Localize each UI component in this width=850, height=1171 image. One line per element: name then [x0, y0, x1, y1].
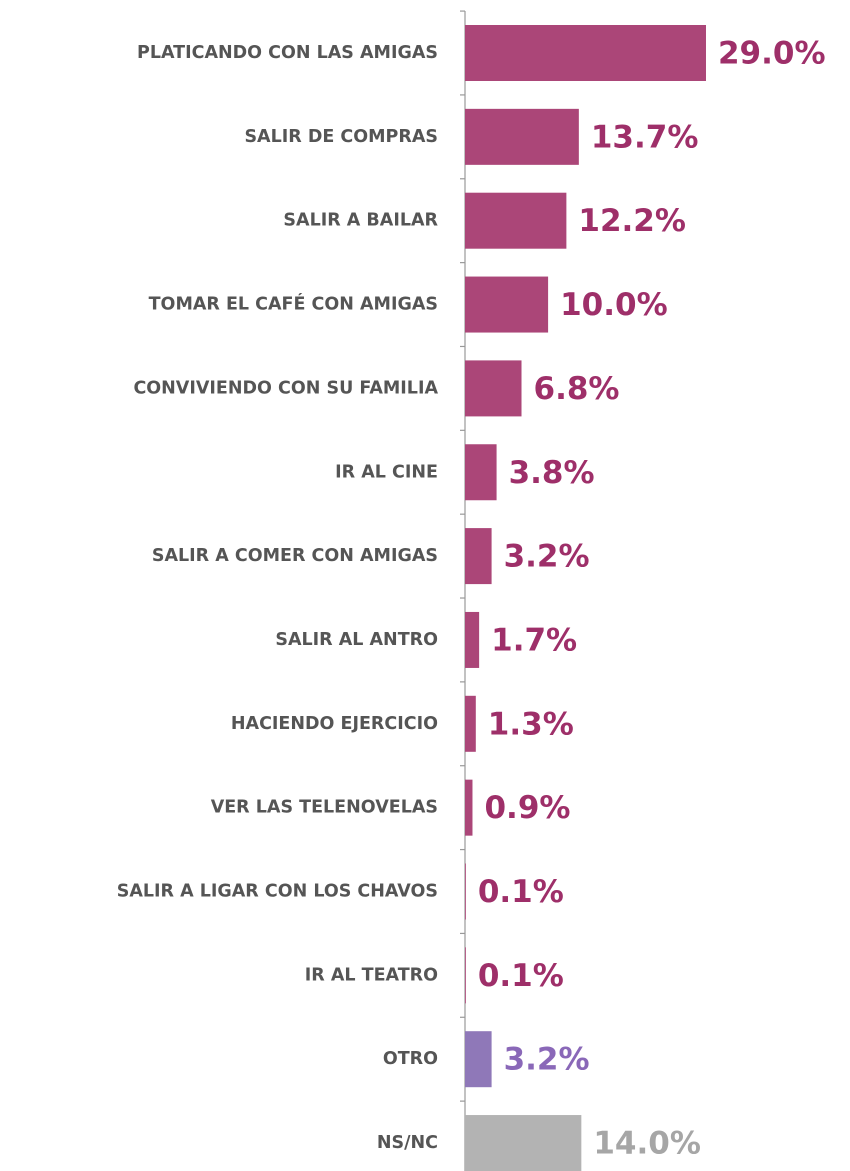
- value-label: 6.8%: [534, 371, 620, 407]
- value-label: 3.2%: [504, 1042, 590, 1078]
- category-label: IR AL CINE: [335, 462, 438, 482]
- value-label: 3.8%: [509, 455, 595, 491]
- bar: [465, 25, 706, 81]
- category-label: OTRO: [383, 1049, 438, 1069]
- bar: [465, 360, 522, 417]
- value-label: 1.7%: [491, 622, 577, 658]
- category-label: SALIR DE COMPRAS: [244, 127, 438, 147]
- category-label: CONVIVIENDO CON SU FAMILIA: [133, 378, 438, 398]
- value-label: 0.1%: [478, 958, 564, 994]
- bar: [465, 611, 480, 668]
- bar: [465, 1031, 492, 1088]
- bar: [465, 779, 473, 836]
- value-label: 14.0%: [593, 1126, 701, 1162]
- value-label: 12.2%: [578, 203, 686, 239]
- category-label: PLATICANDO CON LAS AMIGAS: [137, 43, 438, 63]
- value-label: 0.1%: [478, 874, 564, 910]
- bar: [465, 695, 476, 752]
- bar: [465, 947, 466, 1004]
- category-label: SALIR A COMER CON AMIGAS: [152, 546, 438, 566]
- bar: [465, 276, 549, 333]
- bar: [465, 108, 579, 165]
- category-label: SALIR A BAILAR: [283, 211, 438, 231]
- category-label: IR AL TEATRO: [305, 965, 438, 985]
- bar: [465, 863, 466, 920]
- category-label: VER LAS TELENOVELAS: [211, 798, 438, 818]
- category-label: NS/NC: [377, 1133, 438, 1153]
- value-label: 1.3%: [488, 706, 574, 742]
- category-label: SALIR AL ANTRO: [275, 630, 438, 650]
- bar: [465, 528, 492, 585]
- value-label: 10.0%: [560, 287, 668, 323]
- bar: [465, 444, 497, 501]
- value-label: 0.9%: [484, 790, 570, 826]
- value-label: 29.0%: [718, 36, 826, 72]
- bar: [465, 192, 567, 249]
- value-label: 3.2%: [504, 539, 590, 575]
- category-label: TOMAR EL CAFÉ CON AMIGAS: [149, 293, 438, 315]
- value-label: 13.7%: [591, 119, 699, 155]
- bar: [465, 1115, 582, 1171]
- category-label: HACIENDO EJERCICIO: [231, 714, 438, 734]
- category-label: SALIR A LIGAR CON LOS CHAVOS: [117, 882, 438, 902]
